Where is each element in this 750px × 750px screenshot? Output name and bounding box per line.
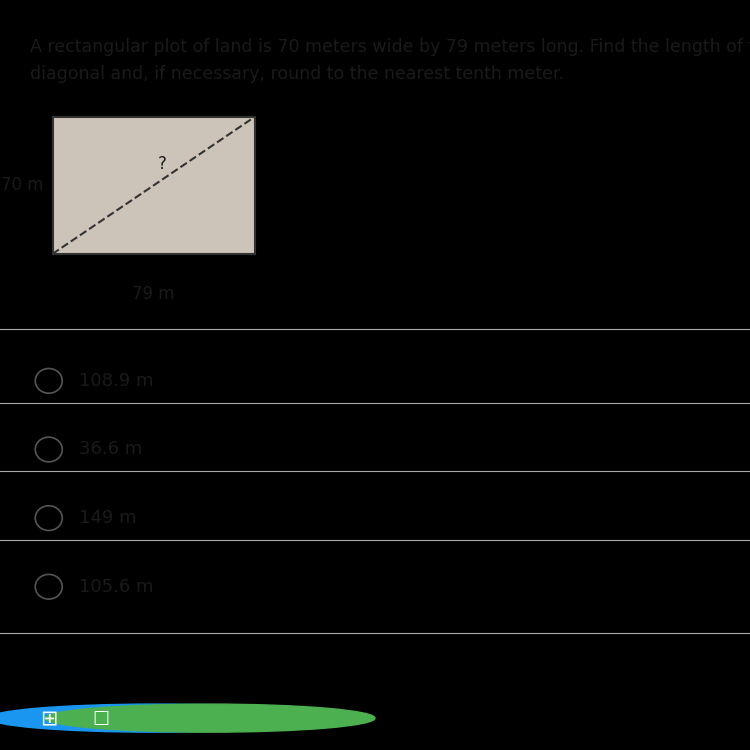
Circle shape: [45, 704, 375, 732]
Text: ?: ?: [158, 155, 166, 173]
Text: ⊞: ⊞: [40, 708, 58, 728]
Text: 149 m: 149 m: [79, 509, 136, 527]
Text: diagonal and, if necessary, round to the nearest tenth meter.: diagonal and, if necessary, round to the…: [30, 65, 564, 83]
Circle shape: [0, 704, 319, 732]
Text: 36.6 m: 36.6 m: [79, 440, 142, 458]
Text: 70 m: 70 m: [1, 176, 44, 194]
Text: A rectangular plot of land is 70 meters wide by 79 meters long. Find the length : A rectangular plot of land is 70 meters …: [30, 38, 750, 56]
Text: 108.9 m: 108.9 m: [79, 372, 153, 390]
Bar: [53, 117, 255, 254]
Text: 79 m: 79 m: [133, 285, 175, 303]
Text: 105.6 m: 105.6 m: [79, 578, 153, 596]
Text: □: □: [93, 710, 110, 728]
